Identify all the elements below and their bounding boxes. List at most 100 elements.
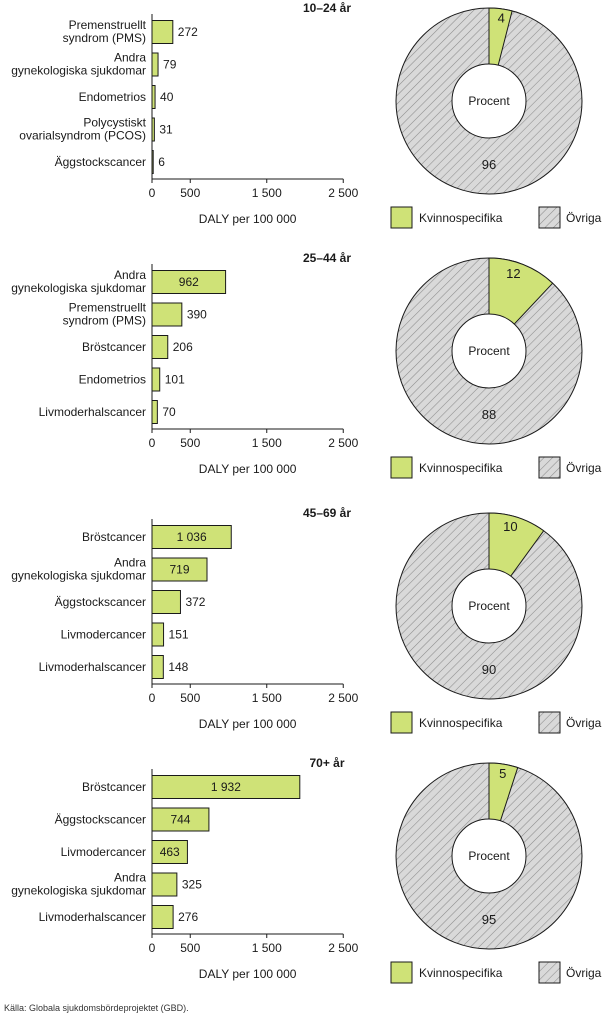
x-tick-label: 0 [149, 186, 156, 200]
category-label: gynekologiska sjukdomar [11, 569, 146, 583]
category-label: Endometrios [79, 373, 146, 387]
bar [151, 655, 164, 679]
category-label: Äggstockscancer [55, 813, 146, 827]
value-label: 372 [185, 595, 205, 609]
value-label: 962 [179, 275, 199, 289]
legend-label-specific: Kvinnospecifika [419, 211, 503, 225]
bar [151, 20, 174, 44]
bar [151, 872, 178, 897]
category-label: Polycystiskt [83, 116, 146, 130]
panel-title: 45–69 år [303, 506, 351, 520]
legend-swatch-other [538, 456, 561, 479]
value-label: 276 [178, 910, 198, 924]
category-label: ovarialsyndrom (PCOS) [19, 129, 146, 143]
category-label: Äggstockscancer [55, 595, 146, 609]
legend-swatch-specific [390, 961, 413, 984]
x-tick-label: 500 [180, 691, 200, 705]
bar [151, 367, 161, 392]
donut-other-label: 96 [482, 157, 496, 172]
donut-hole [451, 818, 527, 894]
category-label: Livmoderhalscancer [39, 660, 146, 674]
x-tick-label: 1 500 [252, 436, 282, 450]
value-label: 744 [170, 813, 190, 827]
legend-swatch-other [538, 711, 561, 734]
legend-swatch-specific [390, 456, 413, 479]
category-label: Livmoderhalscancer [39, 405, 146, 419]
value-label: 101 [165, 373, 185, 387]
bar [151, 622, 165, 647]
x-tick-label: 500 [180, 436, 200, 450]
value-label: 40 [160, 90, 174, 104]
legend-label-specific: Kvinnospecifika [419, 966, 503, 980]
value-label: 6 [158, 155, 165, 169]
category-label: Livmoderhalscancer [39, 910, 146, 924]
donut-hole [451, 63, 527, 139]
category-label: Livmodercancer [61, 845, 146, 859]
bar [151, 335, 169, 359]
category-label: Bröstcancer [82, 780, 146, 794]
donut-hole [451, 568, 527, 644]
x-axis-title: DALY per 100 000 [199, 717, 297, 731]
value-label: 206 [173, 340, 193, 354]
legend-label-other: Övriga [566, 716, 602, 730]
category-label: Endometrios [79, 90, 146, 104]
donut-other-label: 90 [482, 662, 496, 677]
value-label: 79 [163, 58, 177, 72]
value-label: 719 [169, 563, 189, 577]
panel-title: 25–44 år [303, 251, 351, 265]
legend-swatch-specific [390, 711, 413, 734]
category-label: Andra [114, 51, 146, 65]
bar [151, 52, 159, 77]
value-label: 31 [159, 123, 173, 137]
x-tick-label: 1 500 [252, 186, 282, 200]
category-label: Andra [114, 871, 146, 885]
panel-title: 10–24 år [303, 1, 351, 15]
value-label: 151 [169, 628, 189, 642]
x-tick-label: 0 [149, 941, 156, 955]
legend-label-other: Övriga [566, 966, 602, 980]
x-tick-label: 2 500 [328, 436, 358, 450]
x-axis-title: DALY per 100 000 [199, 967, 297, 981]
x-tick-label: 500 [180, 941, 200, 955]
donut-specific-label: 4 [498, 11, 505, 26]
legend-swatch-specific [390, 206, 413, 229]
value-label: 325 [182, 878, 202, 892]
bar [151, 905, 174, 929]
donut-hole [451, 313, 527, 389]
x-tick-label: 1 500 [252, 941, 282, 955]
legend-label-specific: Kvinnospecifika [419, 716, 503, 730]
x-tick-label: 1 500 [252, 691, 282, 705]
x-tick-label: 2 500 [328, 186, 358, 200]
category-label: Premenstruellt [69, 301, 147, 315]
source-note: Källa: Globala sjukdomsbördeprojektet (G… [4, 1003, 189, 1013]
x-axis-title: DALY per 100 000 [199, 212, 297, 226]
panel-3 [151, 512, 583, 734]
legend-label-other: Övriga [566, 461, 602, 475]
category-label: Andra [114, 556, 146, 570]
value-label: 148 [168, 660, 188, 674]
bar [151, 590, 181, 614]
panel-2 [151, 257, 583, 479]
panel-1 [151, 7, 583, 229]
category-label: Premenstruellt [69, 18, 147, 32]
legend-label-other: Övriga [566, 211, 602, 225]
category-label: gynekologiska sjukdomar [11, 281, 146, 295]
category-label: Andra [114, 268, 146, 282]
value-label: 1 932 [211, 780, 241, 794]
category-label: gynekologiska sjukdomar [11, 884, 146, 898]
donut-other-label: 95 [482, 912, 496, 927]
value-label: 70 [162, 405, 176, 419]
donut-specific-label: 10 [503, 519, 517, 534]
category-label: Äggstockscancer [55, 155, 146, 169]
donut-center-label: Procent [468, 599, 510, 613]
donut-center-label: Procent [468, 344, 510, 358]
panel-4 [151, 762, 583, 984]
donut-center-label: Procent [468, 849, 510, 863]
x-tick-label: 2 500 [328, 941, 358, 955]
category-label: gynekologiska sjukdomar [11, 64, 146, 78]
x-tick-label: 2 500 [328, 691, 358, 705]
x-tick-label: 0 [149, 691, 156, 705]
x-tick-label: 500 [180, 186, 200, 200]
category-label: Bröstcancer [82, 530, 146, 544]
